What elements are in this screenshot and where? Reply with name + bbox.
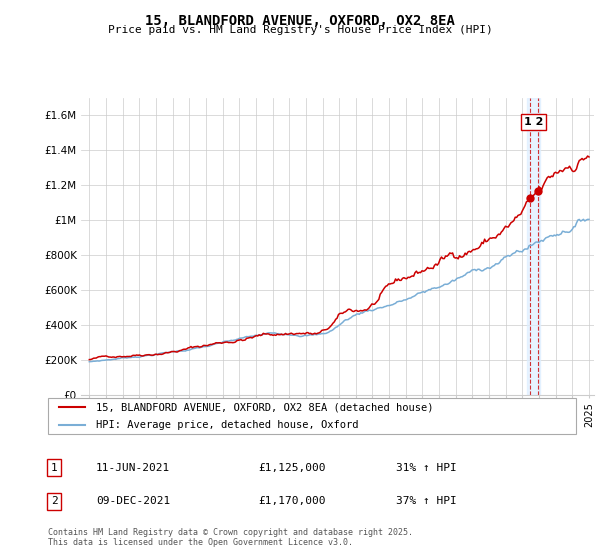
Bar	[527, 98, 540, 395]
Text: 31% ↑ HPI: 31% ↑ HPI	[396, 463, 457, 473]
Text: 1 2: 1 2	[524, 116, 544, 127]
Text: £1,170,000: £1,170,000	[258, 496, 325, 506]
FancyBboxPatch shape	[48, 398, 576, 434]
Text: 15, BLANDFORD AVENUE, OXFORD, OX2 8EA: 15, BLANDFORD AVENUE, OXFORD, OX2 8EA	[145, 14, 455, 28]
Text: 37% ↑ HPI: 37% ↑ HPI	[396, 496, 457, 506]
Text: HPI: Average price, detached house, Oxford: HPI: Average price, detached house, Oxfo…	[95, 419, 358, 430]
Text: 2: 2	[50, 496, 58, 506]
Text: 1: 1	[50, 463, 58, 473]
Text: 11-JUN-2021: 11-JUN-2021	[96, 463, 170, 473]
Text: Contains HM Land Registry data © Crown copyright and database right 2025.
This d: Contains HM Land Registry data © Crown c…	[48, 528, 413, 547]
Text: £1,125,000: £1,125,000	[258, 463, 325, 473]
Text: 09-DEC-2021: 09-DEC-2021	[96, 496, 170, 506]
Text: 15, BLANDFORD AVENUE, OXFORD, OX2 8EA (detached house): 15, BLANDFORD AVENUE, OXFORD, OX2 8EA (d…	[95, 402, 433, 412]
Text: Price paid vs. HM Land Registry's House Price Index (HPI): Price paid vs. HM Land Registry's House …	[107, 25, 493, 35]
